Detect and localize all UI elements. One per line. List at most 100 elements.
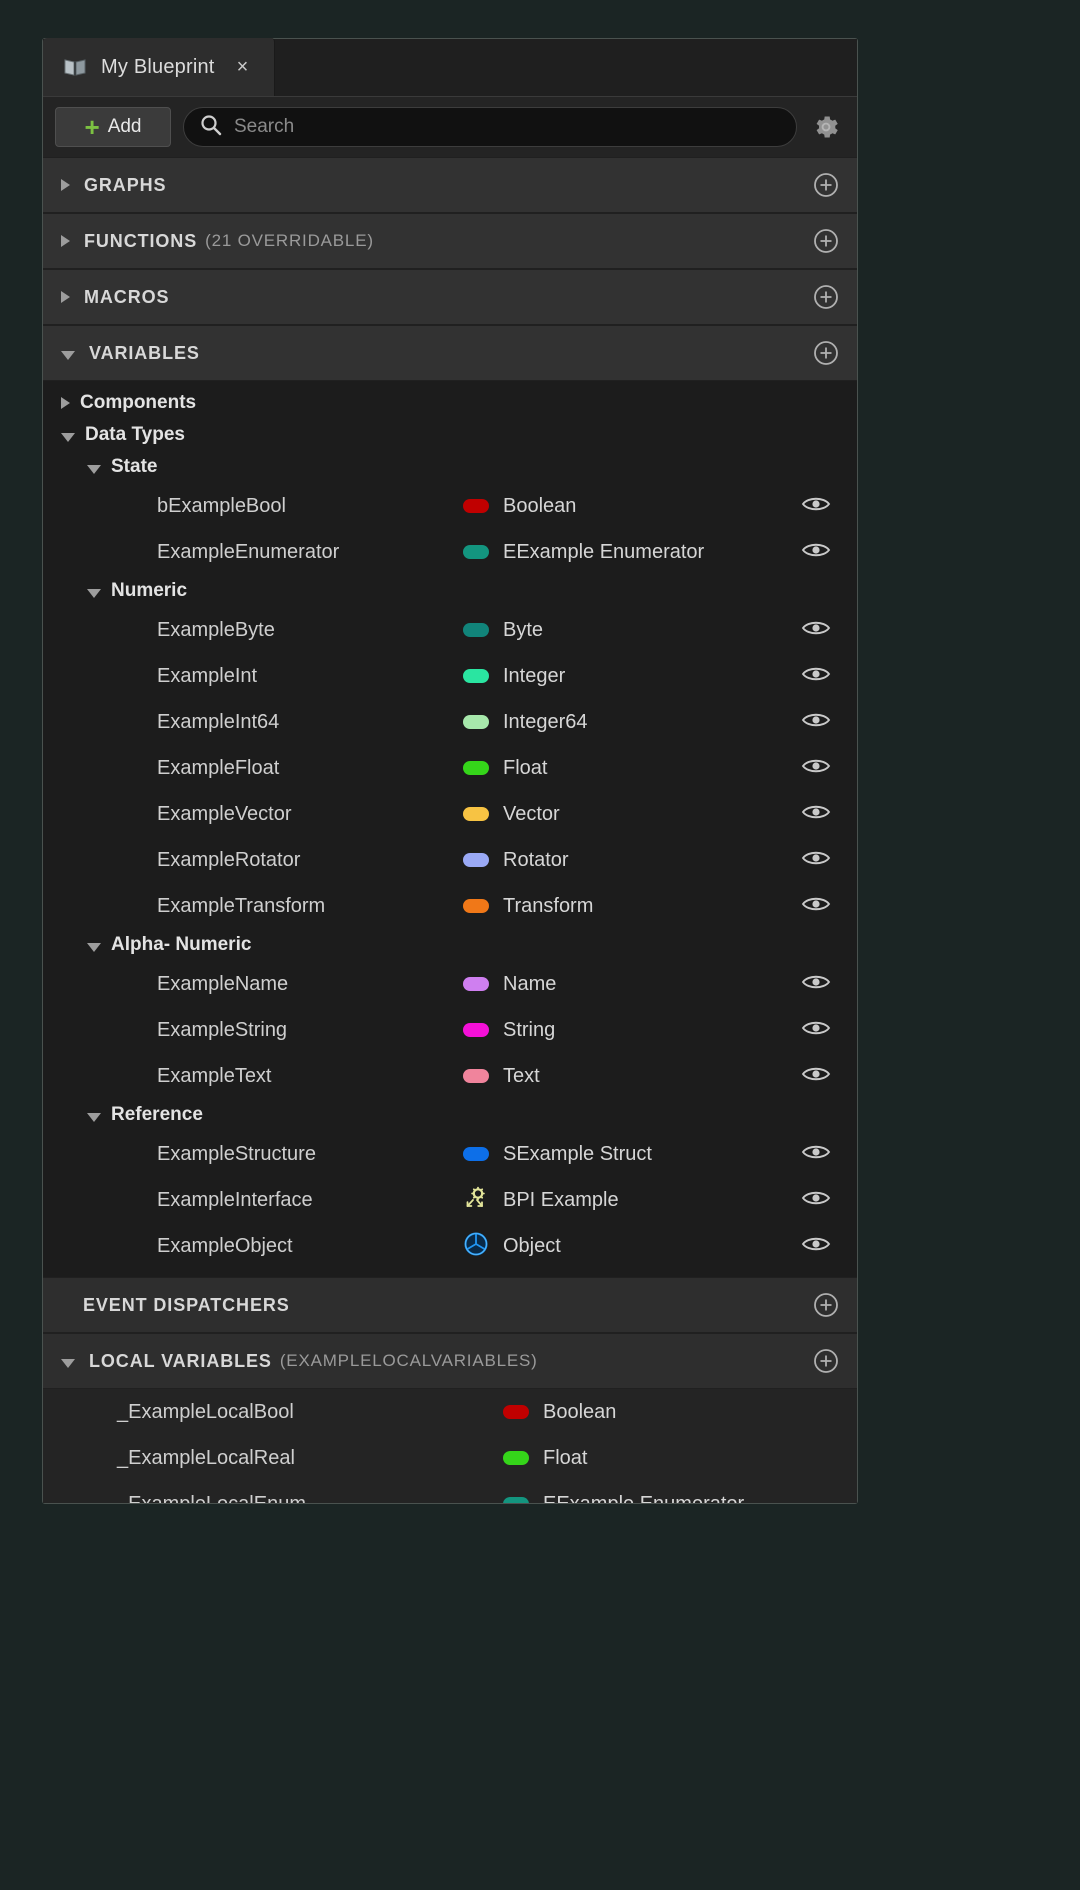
add-function-icon[interactable] (813, 228, 839, 254)
search-icon (200, 114, 222, 141)
eye-icon[interactable] (801, 1064, 831, 1089)
variable-row[interactable]: ExampleByte Byte (43, 607, 857, 653)
variable-row[interactable]: ExampleStructure SExample Struct (43, 1131, 857, 1177)
local-variable-type: EExample Enumerator (503, 1493, 823, 1504)
variable-type-label: String (503, 1018, 556, 1041)
eye-icon[interactable] (801, 494, 831, 519)
local-variable-type: Float (503, 1447, 823, 1470)
local-variable-row[interactable]: _ExampleLocalEnum EExample Enumerator (43, 1481, 857, 1503)
variable-type: Transform (463, 895, 783, 918)
variable-type: Byte (463, 619, 783, 642)
eye-icon[interactable] (801, 848, 831, 873)
close-icon[interactable]: × (236, 56, 249, 78)
my-blueprint-panel: My Blueprint × + Add Search (42, 38, 858, 1504)
local-variable-row[interactable]: _ExampleLocalReal Float (43, 1435, 857, 1481)
variable-row[interactable]: ExampleInt64 Integer64 (43, 699, 857, 745)
eye-icon[interactable] (801, 540, 831, 565)
local-variable-row[interactable]: _ExampleLocalBool Boolean (43, 1389, 857, 1435)
search-input[interactable]: Search (183, 107, 797, 147)
type-color-pill (463, 669, 489, 683)
add-local-variable-icon[interactable] (813, 1348, 839, 1374)
variable-type-label: Byte (503, 618, 544, 641)
eye-icon[interactable] (801, 802, 831, 827)
tree-category-reference[interactable]: Reference (43, 1099, 857, 1131)
eye-icon[interactable] (801, 1234, 831, 1259)
variable-name: bExampleBool (157, 494, 286, 517)
variable-type-label: Name (503, 972, 557, 995)
variable-row[interactable]: ExampleFloat Float (43, 745, 857, 791)
variable-row[interactable]: ExampleRotator Rotator (43, 837, 857, 883)
section-event-dispatchers[interactable]: EVENT DISPATCHERS (43, 1277, 857, 1333)
add-button-label: Add (107, 116, 142, 137)
section-functions-sublabel: (21 OVERRIDABLE) (205, 231, 374, 250)
section-graphs-label: GRAPHS (84, 174, 167, 195)
add-macro-icon[interactable] (813, 284, 839, 310)
variable-row[interactable]: ExampleInt Integer (43, 653, 857, 699)
variable-type-label: SExample Struct (503, 1142, 652, 1165)
tree-category-label: Reference (111, 1104, 203, 1125)
type-color-pill (463, 807, 489, 821)
eye-icon[interactable] (801, 710, 831, 735)
tree-category-numeric[interactable]: Numeric (43, 575, 857, 607)
variable-type-label: EExample Enumerator (503, 540, 705, 563)
variable-type-label: Vector (503, 802, 560, 825)
variable-row[interactable]: ExampleObject Object (43, 1223, 857, 1269)
local-variable-name: _ExampleLocalBool (117, 1400, 294, 1423)
tree-category-components[interactable]: Components (43, 387, 857, 419)
chevron-down-icon (87, 588, 101, 598)
local-variable-name: _ExampleLocalEnum (43, 1493, 503, 1504)
variable-row[interactable]: ExampleEnumerator EExample Enumerator (43, 529, 857, 575)
eye-icon[interactable] (801, 972, 831, 997)
chevron-right-icon (61, 235, 70, 247)
chevron-right-icon (61, 291, 70, 303)
type-color-pill (463, 853, 489, 867)
variable-row[interactable]: ExampleVector Vector (43, 791, 857, 837)
section-graphs[interactable]: GRAPHS (43, 157, 857, 213)
eye-icon[interactable] (801, 664, 831, 689)
eye-icon[interactable] (801, 1142, 831, 1167)
local-variable-type-label: Boolean (543, 1400, 617, 1423)
toolbar: + Add Search (43, 97, 857, 157)
object-sphere-icon (463, 1231, 489, 1262)
eye-icon[interactable] (801, 894, 831, 919)
variable-row[interactable]: ExampleInterface BPI Example (43, 1177, 857, 1223)
variable-type-label: Rotator (503, 848, 569, 871)
section-macros[interactable]: MACROS (43, 269, 857, 325)
eye-icon[interactable] (801, 1018, 831, 1043)
section-local-variables[interactable]: LOCAL VARIABLES (EXAMPLELOCALVARIABLES) (43, 1333, 857, 1389)
variable-type-label: Boolean (503, 494, 577, 517)
type-color-pill (463, 545, 489, 559)
add-event-dispatcher-icon[interactable] (813, 1292, 839, 1318)
add-button[interactable]: + Add (55, 107, 171, 147)
tree-category-label: Components (80, 392, 197, 413)
tree-category-state[interactable]: State (43, 451, 857, 483)
section-functions[interactable]: FUNCTIONS (21 OVERRIDABLE) (43, 213, 857, 269)
variable-row[interactable]: ExampleText Text (43, 1053, 857, 1099)
add-variable-icon[interactable] (813, 340, 839, 366)
variable-name: ExampleObject (157, 1234, 293, 1257)
variable-type: Vector (463, 803, 783, 826)
variable-row[interactable]: ExampleName Name (43, 961, 857, 1007)
eye-icon[interactable] (801, 756, 831, 781)
tree-category-alpha-numeric[interactable]: Alpha- Numeric (43, 929, 857, 961)
variable-type: SExample Struct (463, 1143, 783, 1166)
variable-row[interactable]: ExampleTransform Transform (43, 883, 857, 929)
chevron-down-icon (61, 350, 75, 360)
variable-name: ExampleEnumerator (157, 540, 340, 563)
variable-name: ExampleByte (157, 618, 275, 641)
section-local-variables-label: LOCAL VARIABLES (89, 1350, 272, 1371)
variable-row[interactable]: ExampleString String (43, 1007, 857, 1053)
eye-icon[interactable] (801, 618, 831, 643)
add-graph-icon[interactable] (813, 172, 839, 198)
section-macros-label: MACROS (84, 286, 170, 307)
local-variable-type-label: EExample Enumerator (543, 1493, 744, 1504)
variable-name: ExampleInt64 (157, 710, 280, 733)
variable-name: ExampleInterface (157, 1188, 313, 1211)
tab-my-blueprint[interactable]: My Blueprint × (43, 38, 276, 96)
eye-icon[interactable] (801, 1188, 831, 1213)
variable-row[interactable]: bExampleBool Boolean (43, 483, 857, 529)
gear-icon[interactable] (809, 110, 843, 144)
variable-type-label: Object (503, 1234, 561, 1257)
tree-category-data-types[interactable]: Data Types (43, 419, 857, 451)
section-variables[interactable]: VARIABLES (43, 325, 857, 381)
